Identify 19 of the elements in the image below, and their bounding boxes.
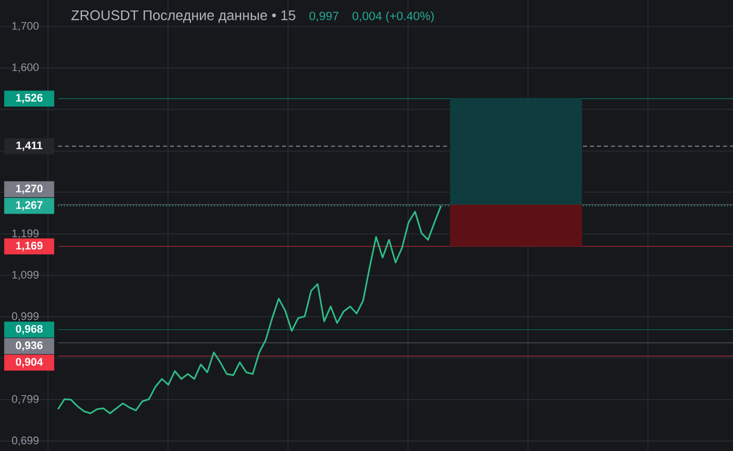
y-tick-label: 1,600 — [12, 63, 39, 72]
annotation: 0,004 (+0.40%) — [352, 11, 434, 23]
ref-line-label: 1,270 — [16, 184, 43, 194]
ref-line-label: 1,411 — [16, 142, 42, 151]
ref-line-label: 0,904 — [16, 358, 43, 368]
y-tick-label: 0,799 — [12, 395, 39, 404]
annotation: 0,997 — [309, 12, 338, 22]
text: ZROUSDT Последние данные • 15 — [71, 10, 296, 23]
y-tick-label: 1,199 — [12, 229, 39, 239]
y-tick-label: 1,099 — [12, 270, 39, 280]
ref-line-label: 0,968 — [16, 324, 43, 334]
y-tick-label: 0,699 — [12, 436, 39, 446]
ref-line-label: 0,936 — [16, 341, 43, 351]
y-tick-label: 0,999 — [12, 312, 39, 322]
ref-line-label: 1,526 — [16, 94, 43, 104]
ref-line-label: 1,169 — [16, 242, 43, 252]
ref-line-label: 1,267 — [16, 201, 42, 211]
line-series — [57, 205, 442, 414]
y-tick-label: 1,700 — [12, 22, 39, 32]
